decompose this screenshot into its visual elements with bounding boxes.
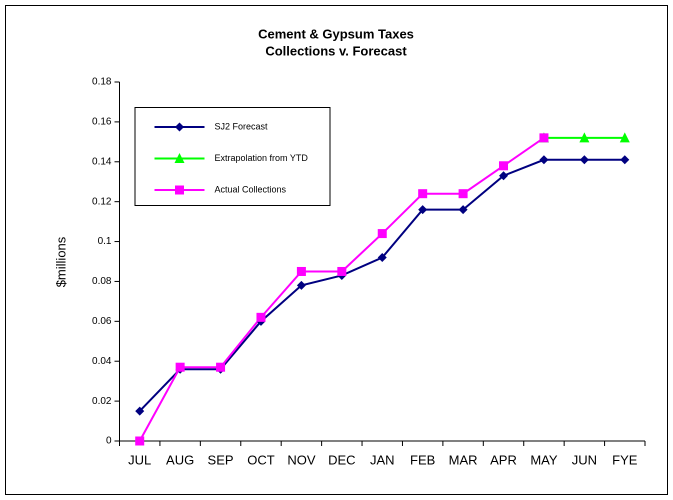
data-point <box>337 266 347 276</box>
y-tick-label: 0.12 <box>92 196 112 207</box>
data-point <box>377 253 387 263</box>
legend: SJ2 Forecast Extrapolation from YTD Actual… <box>134 107 331 206</box>
legend-marker <box>175 122 184 132</box>
chart-title: Cement & Gypsum Taxes <box>258 26 414 41</box>
data-point <box>175 362 185 372</box>
x-tick-label: FYE <box>612 452 638 467</box>
data-point <box>579 155 589 165</box>
x-tick-label: OCT <box>247 452 275 467</box>
data-point <box>135 436 145 446</box>
data-point <box>216 362 226 372</box>
legend-label: Extrapolation from YTD <box>215 153 309 163</box>
legend-marker <box>175 185 184 195</box>
y-tick-label: 0.02 <box>92 396 112 407</box>
y-tick-label: 0.08 <box>92 276 112 287</box>
y-tick-label: 0.04 <box>92 356 112 367</box>
x-tick-label: AUG <box>166 452 194 467</box>
x-tick-label: APR <box>490 452 517 467</box>
chart-subtitle: Collections v. Forecast <box>265 43 407 58</box>
x-tick-label: DEC <box>328 452 355 467</box>
x-tick-label: FEB <box>410 452 435 467</box>
x-tick-label: JAN <box>370 452 395 467</box>
data-point <box>458 189 468 199</box>
x-tick-label: MAR <box>449 452 478 467</box>
y-tick-label: 0.06 <box>92 316 112 327</box>
x-tick-label: MAY <box>530 452 558 467</box>
x-tick-label: NOV <box>287 452 316 467</box>
y-tick-label: 0.16 <box>92 117 112 128</box>
data-point <box>135 406 145 416</box>
data-point <box>620 155 630 165</box>
legend-label: SJ2 Forecast <box>215 121 269 131</box>
data-point <box>296 266 306 276</box>
x-tick-label: SEP <box>208 452 234 467</box>
legend-marker <box>174 153 185 163</box>
data-point <box>499 161 509 171</box>
data-point <box>458 205 468 215</box>
x-tick-label: JUN <box>572 452 597 467</box>
data-point <box>539 155 549 165</box>
y-tick-label: 0 <box>106 436 112 447</box>
legend-label: Actual Collections <box>215 184 287 194</box>
chart-border <box>5 5 668 495</box>
y-axis-label: $millions <box>53 236 68 287</box>
data-point <box>619 132 630 143</box>
data-point <box>296 280 306 290</box>
x-tick-label: JUL <box>128 452 151 467</box>
data-point <box>377 229 387 239</box>
y-tick-label: 0.1 <box>98 236 112 247</box>
data-point <box>418 205 428 215</box>
data-point <box>579 132 590 143</box>
data-point <box>539 133 549 143</box>
data-point <box>256 312 266 322</box>
y-tick-label: 0.18 <box>92 77 112 88</box>
data-point <box>418 189 428 199</box>
y-tick-label: 0.14 <box>92 156 112 167</box>
data-point <box>499 171 509 181</box>
